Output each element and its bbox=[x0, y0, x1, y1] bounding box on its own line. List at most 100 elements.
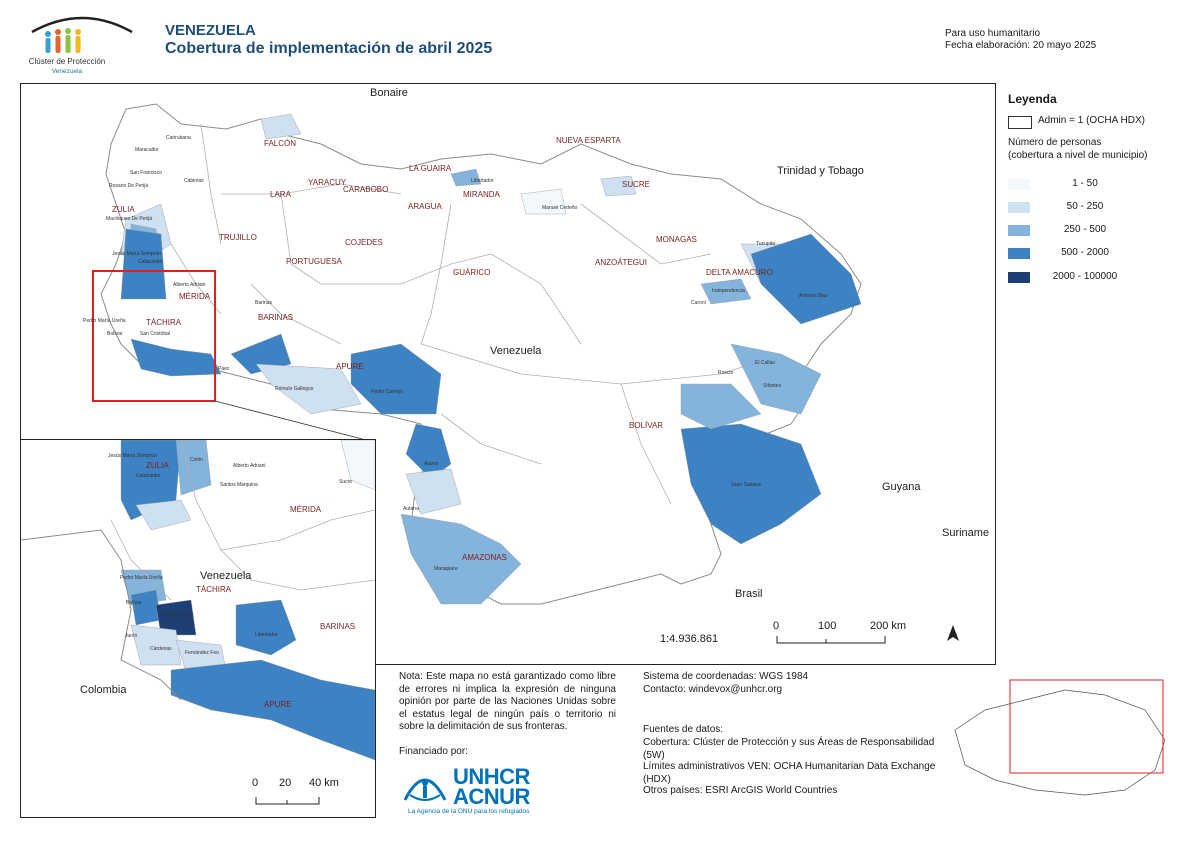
label-bonaire: Bonaire bbox=[370, 87, 408, 99]
label-pedro-maria-urena: Pedro María Ureña bbox=[83, 318, 126, 324]
inset-label-jesus-maria-semprun: Jesús María Semprún bbox=[108, 453, 157, 459]
map-title-country: VENEZUELA bbox=[165, 22, 256, 39]
inset-label-san-cristobal: San Cristóbal bbox=[163, 612, 194, 618]
label-falcon: FALCÓN bbox=[264, 139, 297, 148]
coordinate-system: Sistema de coordenadas: WGS 1984 bbox=[643, 671, 809, 682]
label-merida: MÉRIDA bbox=[179, 292, 211, 301]
label-machiques: Machiques De Perijá bbox=[106, 216, 153, 222]
label-la-guaira: LA GUAIRA bbox=[409, 164, 452, 173]
label-lara: LARA bbox=[270, 190, 291, 199]
state-boundaries bbox=[170, 123, 782, 505]
label-aragua: ARAGUA bbox=[408, 202, 442, 211]
label-carirubana: Carirubana bbox=[166, 135, 191, 141]
label-barinas-municipio: Barinas bbox=[255, 300, 272, 306]
label-monagas: MONAGAS bbox=[656, 235, 697, 244]
cluster-logo bbox=[31, 16, 133, 53]
label-nueva-esparta: NUEVA ESPARTA bbox=[556, 136, 621, 145]
label-guyana: Guyana bbox=[882, 481, 921, 493]
legend-label-0: 1 - 50 bbox=[1072, 178, 1098, 189]
sources-coverage: Cobertura: Clúster de Protección y sus Á… bbox=[643, 737, 935, 761]
acnur-wordmark: ACNUR bbox=[453, 784, 530, 809]
label-tucupita: Tucupita bbox=[756, 241, 775, 247]
legend-swatch-3 bbox=[1008, 248, 1030, 259]
label-carabobo: CARABOBO bbox=[343, 185, 389, 194]
inset-label-junin: Junín bbox=[125, 633, 138, 639]
inset-scale-bar bbox=[255, 797, 320, 805]
inset-label-merida: MÉRIDA bbox=[290, 505, 322, 514]
label-manuel-cedeno: Manuel Cedeño bbox=[542, 205, 578, 211]
inset-scale-label-40: 40 km bbox=[309, 777, 339, 789]
label-bolivar: BOLÍVAR bbox=[629, 421, 664, 430]
label-antonio-diaz: Antonio Díaz bbox=[799, 293, 828, 299]
legend-count-title: Número de personas (cobertura a nivel de… bbox=[1008, 136, 1178, 162]
legend-count-title-line1: Número de personas bbox=[1008, 137, 1102, 148]
label-zulia: ZULIA bbox=[112, 205, 135, 214]
legend-swatch-2 bbox=[1008, 225, 1030, 236]
label-libertador: Libertador bbox=[471, 178, 494, 184]
label-independencia: Independencia bbox=[712, 288, 745, 294]
label-caroni: Caroní bbox=[691, 300, 707, 306]
inset-label-zulia: ZULIA bbox=[146, 461, 169, 470]
label-jesus-maria-semprun: Jesús María Semprún bbox=[112, 251, 161, 257]
scale-label-0: 0 bbox=[773, 620, 780, 632]
label-yaracuy: YARACUY bbox=[308, 178, 347, 187]
scale-label-100: 100 bbox=[818, 620, 837, 632]
label-sucre: SUCRE bbox=[622, 180, 651, 189]
label-rosario-perija: Rosario De Perijá bbox=[109, 183, 149, 189]
scale-ratio: 1:4.936.861 bbox=[660, 633, 719, 645]
inset-label-colon: Colón bbox=[190, 457, 204, 463]
label-amazonas: AMAZONAS bbox=[462, 553, 507, 562]
inset-label-fernandez-feo: Fernández Feo bbox=[185, 650, 219, 656]
date-note: Fecha elaboración: 20 mayo 2025 bbox=[945, 40, 1097, 51]
north-arrow-icon bbox=[947, 625, 959, 641]
scale-label-200: 200 km bbox=[870, 620, 907, 632]
legend-swatch-4 bbox=[1008, 272, 1030, 283]
inset-label-cardenas: Cárdenas bbox=[150, 646, 172, 652]
label-portuguesa: PORTUGUESA bbox=[286, 257, 342, 266]
inset-extent-box bbox=[92, 270, 216, 402]
disclaimer-note: Nota: Este mapa no está garantizado como… bbox=[399, 671, 616, 732]
label-san-francisco: San Francisco bbox=[130, 170, 162, 176]
label-atures: Atures bbox=[424, 461, 439, 467]
label-trinidad: Trinidad y Tobago bbox=[777, 165, 864, 177]
contact-email: Contacto: windevox@unhcr.org bbox=[643, 684, 783, 695]
label-cabimas: Cabimas bbox=[184, 178, 204, 184]
inset-scale-label-0: 0 bbox=[252, 777, 259, 789]
inset-label-barinas: BARINAS bbox=[320, 622, 356, 631]
sources-admin: Límites administrativos VEN: OCHA Humani… bbox=[643, 761, 936, 785]
label-bolivar-tachira: Bolívar bbox=[107, 331, 123, 337]
legend-title: Leyenda bbox=[1008, 92, 1057, 106]
coverage-municipalities bbox=[120, 113, 862, 605]
label-brasil: Brasil bbox=[735, 588, 763, 600]
legend-swatch-1 bbox=[1008, 202, 1030, 213]
label-gran-sabana: Gran Sabana bbox=[731, 482, 761, 488]
legend-admin-swatch bbox=[1008, 116, 1032, 129]
legend-count-title-line2: (cobertura a nivel de municipio) bbox=[1008, 150, 1148, 161]
cluster-name: Clúster de Protección bbox=[28, 57, 106, 66]
scale-bar bbox=[776, 636, 886, 644]
inset-map bbox=[20, 439, 376, 818]
legend-swatch-0 bbox=[1008, 179, 1030, 190]
inset-label-apure: APURE bbox=[264, 700, 292, 709]
inset-label-venezuela: Venezuela bbox=[200, 570, 252, 582]
label-catatumbo: Catatumbo bbox=[138, 259, 163, 265]
cluster-country: Venezuela bbox=[51, 68, 83, 75]
legend-label-4: 2000 - 100000 bbox=[1052, 271, 1118, 282]
label-paez: Páez bbox=[218, 366, 230, 372]
inset-label-tachira: TÁCHIRA bbox=[196, 585, 232, 594]
unhcr-tagline: La Agencia de la ONU para los refugiados bbox=[408, 808, 530, 815]
label-miranda: MIRANDA bbox=[463, 190, 500, 199]
inset-label-colombia: Colombia bbox=[80, 684, 127, 696]
sources-title: Fuentes de datos: bbox=[643, 724, 724, 735]
label-venezuela: Venezuela bbox=[490, 345, 542, 357]
label-trujillo: TRUJILLO bbox=[219, 233, 257, 242]
inset-label-alberto-adriani: Alberto Adriani bbox=[233, 463, 266, 469]
label-apure: APURE bbox=[336, 362, 364, 371]
inset-scale-label-20: 20 bbox=[279, 777, 292, 789]
inset-label-catatumbo: Catatumbo bbox=[136, 473, 161, 479]
inset-label-pedro-maria-urena: Pedro María Ureña bbox=[120, 575, 163, 581]
label-san-cristobal: San Cristóbal bbox=[140, 331, 171, 337]
unhcr-wordmark: UNHCR bbox=[453, 764, 530, 789]
label-barinas: BARINAS bbox=[258, 313, 294, 322]
label-roscio: Roscio bbox=[718, 370, 734, 376]
